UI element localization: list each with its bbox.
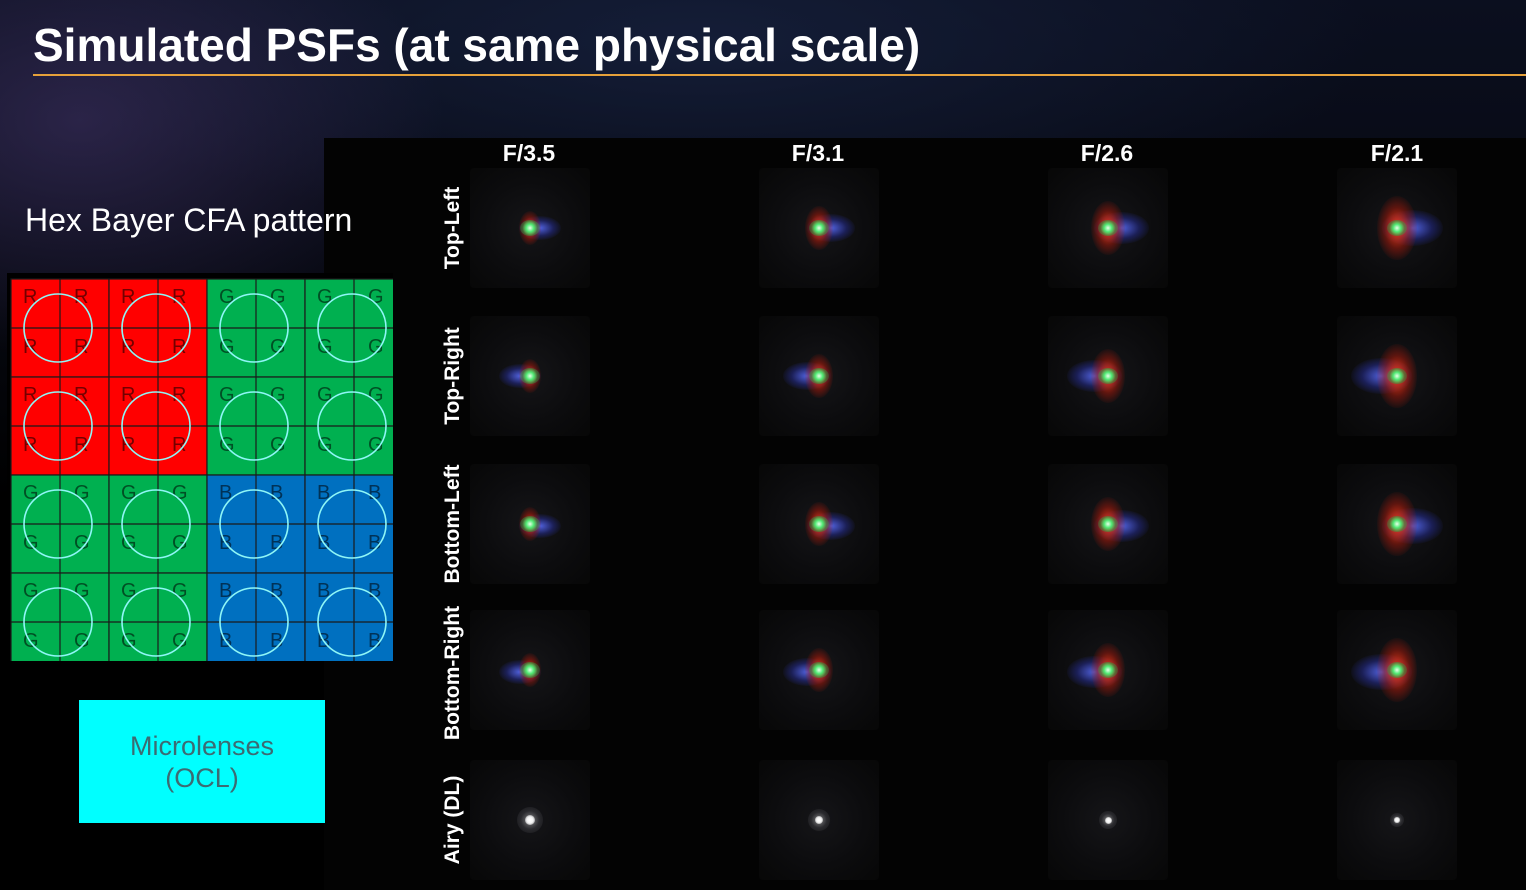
cfa-pixel-letter: R [172,434,186,456]
microlens-circle [317,391,387,461]
column-header-f2-1: F/2.1 [1370,140,1424,166]
cfa-block-0-3: G GG G [304,278,393,378]
microlens-circle [23,293,93,363]
microlens-circle [219,587,289,657]
column-header-f3-5: F/3.5 [502,140,556,166]
psf-panel-background [324,138,1526,890]
ocl-label: (OCL) [165,762,239,793]
microlens-circle [23,391,93,461]
cfa-pixel-letter: G [74,630,90,652]
cfa-block-1-3: G GG G [304,376,393,476]
microlens-circle [317,587,387,657]
cfa-pixel-letter: R [172,336,186,358]
cfa-pixel-letter: B [270,580,283,602]
microlenses-legend-box: Microlenses (OCL) [79,700,325,823]
slide-title: Simulated PSFs (at same physical scale) [33,19,921,71]
row-label-airy: Airy (DL) [441,775,464,865]
column-header-f2-6: F/2.6 [1080,140,1134,166]
cfa-pixel-letter: G [219,384,235,406]
microlens-circle [23,587,93,657]
cfa-pixel-letter: R [121,286,135,308]
microlens-circle [121,391,191,461]
cfa-pixel-letter: B [219,580,232,602]
cfa-block-3-0: G GG G [10,572,110,661]
cfa-pixel-letter: G [172,532,188,554]
cfa-pixel-letter: G [368,286,384,308]
cfa-pixel-letter: B [270,482,283,504]
cfa-pixel-letter: R [172,286,186,308]
cfa-pixel-letter: G [270,286,286,308]
cfa-block-0-1: R RR R [108,278,208,378]
microlenses-label: Microlenses [129,730,275,761]
cfa-pixel-letter: G [23,580,39,602]
cfa-pixel-letter: G [317,384,333,406]
cfa-block-1-0: R RR R [10,376,110,476]
row-label-bottom-left: Bottom-Left [441,464,464,584]
hex-bayer-cfa-diagram: R RR RR RR RG GG GG GG GR RR RR RR RG GG GG GG GG GG GG GG G… [7,273,393,661]
cfa-pixel-letter: B [368,482,381,504]
microlens-circle [317,489,387,559]
cfa-block-3-3: B BB B [304,572,393,661]
cfa-block-1-2: G GG G [206,376,306,476]
cfa-pixel-letter: G [317,286,333,308]
cfa-pixel-letter: R [172,384,186,406]
cfa-pixel-letter: B [270,630,283,652]
cfa-pixel-letter: G [23,482,39,504]
cfa-pixel-letter: G [74,580,90,602]
cfa-pixel-letter: B [219,482,232,504]
cfa-pixel-letter: G [172,580,188,602]
cfa-pixel-letter: R [74,434,88,456]
cfa-pixel-letter: G [172,630,188,652]
cfa-pixel-letter: R [121,384,135,406]
cfa-pixel-letter: B [368,580,381,602]
cfa-pixel-letter: G [121,482,137,504]
cfa-block-2-2: B BB B [206,474,306,574]
microlens-circle [121,293,191,363]
microlens-circle [121,587,191,657]
cfa-pixel-letter: G [121,580,137,602]
microlens-circle [317,293,387,363]
cfa-block-1-1: R RR R [108,376,208,476]
cfa-pixel-letter: G [368,434,384,456]
cfa-pixel-letter: G [270,434,286,456]
cfa-block-2-3: B BB B [304,474,393,574]
microlens-circle [219,489,289,559]
cfa-pixel-letter: B [368,532,381,554]
row-label-bottom-right: Bottom-Right [441,605,464,741]
microlens-circle [121,489,191,559]
cfa-block-2-0: G GG G [10,474,110,574]
cfa-block-0-2: G GG G [206,278,306,378]
cfa-pixel-letter: R [74,336,88,358]
cfa-pixel-letter: G [368,336,384,358]
cfa-pattern-label: Hex Bayer CFA pattern [25,202,353,238]
cfa-pixel-letter: B [317,580,330,602]
cfa-pixel-letter: G [219,286,235,308]
cfa-pixel-letter: R [23,286,37,308]
microlens-circle [219,391,289,461]
cfa-pixel-letter: G [74,532,90,554]
cfa-pixel-letter: G [270,384,286,406]
title-underline [33,74,1526,76]
cfa-block-0-0: R RR R [10,278,110,378]
cfa-pixel-letter: G [270,336,286,358]
microlens-circle [219,293,289,363]
cfa-pixel-letter: G [368,384,384,406]
cfa-block-3-1: G GG G [108,572,208,661]
cfa-pixel-letter: R [23,384,37,406]
cfa-pixel-letter: G [74,482,90,504]
row-label-top-right: Top-Right [441,327,464,425]
row-label-top-left: Top-Left [441,186,464,270]
cfa-pixel-letter: B [317,482,330,504]
microlens-circle [23,489,93,559]
cfa-block-3-2: B BB B [206,572,306,661]
column-header-f3-1: F/3.1 [791,140,845,166]
cfa-pixel-letter: R [74,384,88,406]
cfa-pixel-letter: G [172,482,188,504]
cfa-pixel-letter: B [270,532,283,554]
cfa-pixel-letter: R [74,286,88,308]
cfa-block-2-1: G GG G [108,474,208,574]
cfa-pixel-letter: B [368,630,381,652]
